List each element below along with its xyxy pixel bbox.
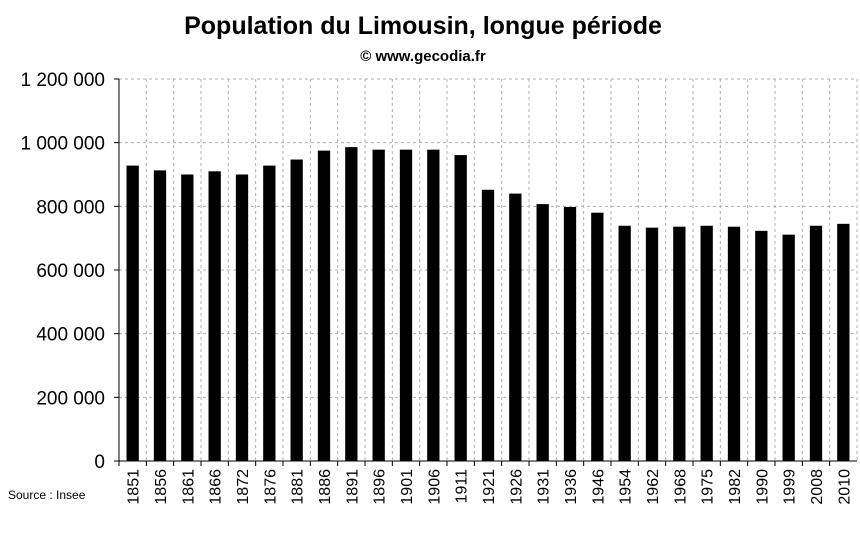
bar-1990 [755, 230, 768, 461]
bar-1946 [591, 212, 604, 461]
y-tick-label: 800 000 [36, 197, 105, 218]
bar-1886 [317, 150, 331, 461]
x-tick-label: 1901 [399, 469, 416, 505]
bar-1856 [153, 170, 167, 461]
bar-1872 [235, 174, 249, 461]
bar-1866 [208, 171, 221, 462]
bar-1881 [290, 159, 303, 461]
x-tick-label: 1896 [372, 469, 389, 505]
y-tick-label: 600 000 [36, 261, 105, 282]
x-tick-label: 1946 [590, 469, 607, 505]
y-tick-label: 0 [94, 452, 105, 473]
bar-1861 [181, 174, 194, 461]
x-tick-label: 1936 [563, 469, 580, 505]
x-tick-label: 1851 [126, 469, 143, 505]
bar-1968 [673, 226, 686, 461]
source-note: Source : Insee [8, 488, 86, 502]
bar-1936 [563, 206, 577, 461]
x-tick-label: 1906 [426, 469, 443, 505]
bar-1921 [481, 189, 495, 461]
bar-1926 [509, 193, 522, 461]
y-tick-label: 400 000 [36, 325, 105, 346]
x-tick-label: 1856 [153, 469, 170, 505]
bar-1911 [454, 155, 467, 461]
x-tick-label: 2008 [809, 469, 826, 505]
bar-1906 [427, 149, 440, 462]
bar-2010 [837, 223, 850, 461]
x-tick-label: 1975 [700, 469, 717, 505]
bar-1901 [399, 149, 413, 462]
x-tick-label: 1999 [782, 469, 799, 505]
chart-title: Population du Limousin, longue période [184, 12, 662, 40]
bar-1851 [126, 165, 139, 461]
x-tick-label: 1861 [180, 469, 197, 505]
bar-1999 [782, 234, 795, 461]
bar-2008 [809, 225, 823, 461]
x-tick-label: 2010 [836, 469, 853, 505]
x-tick-label: 1872 [235, 469, 252, 505]
bar-1954 [618, 225, 631, 461]
x-tick-label: 1911 [454, 469, 471, 504]
x-tick-label: 1876 [262, 469, 279, 505]
x-tick-label: 1990 [754, 469, 771, 505]
x-tick-label: 1968 [672, 469, 689, 505]
chart-subtitle: © www.gecodia.fr [360, 48, 486, 65]
x-tick-label: 1921 [481, 469, 498, 505]
bar-1891 [345, 147, 358, 461]
bar-1982 [727, 226, 741, 461]
x-tick-label: 1982 [727, 469, 744, 505]
x-tick-label: 1891 [344, 469, 361, 505]
x-tick-label: 1962 [645, 469, 662, 505]
x-tick-label: 1931 [536, 469, 553, 505]
x-tick-label: 1866 [208, 469, 225, 505]
bar-1931 [536, 204, 549, 462]
y-tick-label: 200 000 [36, 388, 105, 409]
x-tick-label: 1954 [618, 469, 635, 505]
bar-1962 [645, 227, 659, 461]
bar-1896 [372, 149, 385, 462]
bar-1876 [263, 165, 276, 461]
y-tick-label: 1 200 000 [20, 70, 105, 91]
x-tick-label: 1926 [508, 469, 525, 505]
x-tick-label: 1886 [317, 469, 334, 505]
y-tick-label: 1 000 000 [20, 134, 105, 155]
bar-1975 [700, 225, 713, 461]
x-tick-label: 1881 [290, 469, 307, 505]
